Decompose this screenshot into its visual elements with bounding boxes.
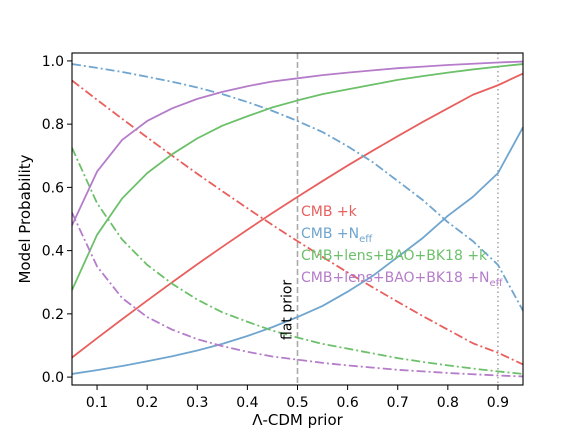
series-line-6 xyxy=(71,60,524,226)
x-tick-label: 0.6 xyxy=(336,395,358,411)
series-line-4 xyxy=(71,63,524,291)
series-line-0 xyxy=(71,72,524,359)
series-line-3 xyxy=(71,63,524,312)
y-tick-label: 1.0 xyxy=(42,54,64,70)
series-line-5 xyxy=(71,147,524,375)
x-tick-label: 0.4 xyxy=(236,395,258,411)
y-tick-label: 0.4 xyxy=(42,244,64,260)
y-tick-label: 0.6 xyxy=(42,180,64,196)
x-axis-ticks: 0.1 0.2 0.3 0.4 0.5 0.6 0.7 0.8 0.9 xyxy=(86,385,509,411)
series-line-2 xyxy=(71,126,524,375)
x-tick-label: 0.7 xyxy=(387,395,409,411)
series-line-1 xyxy=(71,79,524,366)
legend: CMB +k CMB +Neff CMB+lens+BAO+BK18 +k CMB+l… xyxy=(301,204,504,289)
x-tick-label: 0.9 xyxy=(487,395,509,411)
series-line-7 xyxy=(71,212,524,378)
y-tick-label: 0.2 xyxy=(42,307,64,323)
y-axis-ticks: 0.0 0.2 0.4 0.6 0.8 1.0 xyxy=(42,54,72,386)
legend-entry: CMB +k xyxy=(301,204,358,220)
x-tick-label: 0.2 xyxy=(136,395,158,411)
x-tick-label: 0.5 xyxy=(286,395,308,411)
y-axis-label: Model Probability xyxy=(16,154,34,283)
flat-prior-label: flat prior xyxy=(280,280,296,340)
x-axis-label: Λ-CDM prior xyxy=(252,411,343,429)
series-layer xyxy=(71,60,524,378)
x-tick-label: 0.8 xyxy=(437,395,459,411)
y-tick-label: 0.0 xyxy=(42,370,64,386)
y-tick-label: 0.8 xyxy=(42,117,64,133)
legend-entry: CMB+lens+BAO+BK18 +k xyxy=(301,248,488,264)
reference-lines xyxy=(296,53,499,385)
x-tick-label: 0.1 xyxy=(86,395,108,411)
x-tick-label: 0.3 xyxy=(186,395,208,411)
legend-entry: CMB+lens+BAO+BK18 +Neff xyxy=(301,270,504,289)
legend-entry: CMB +Neff xyxy=(301,226,373,245)
